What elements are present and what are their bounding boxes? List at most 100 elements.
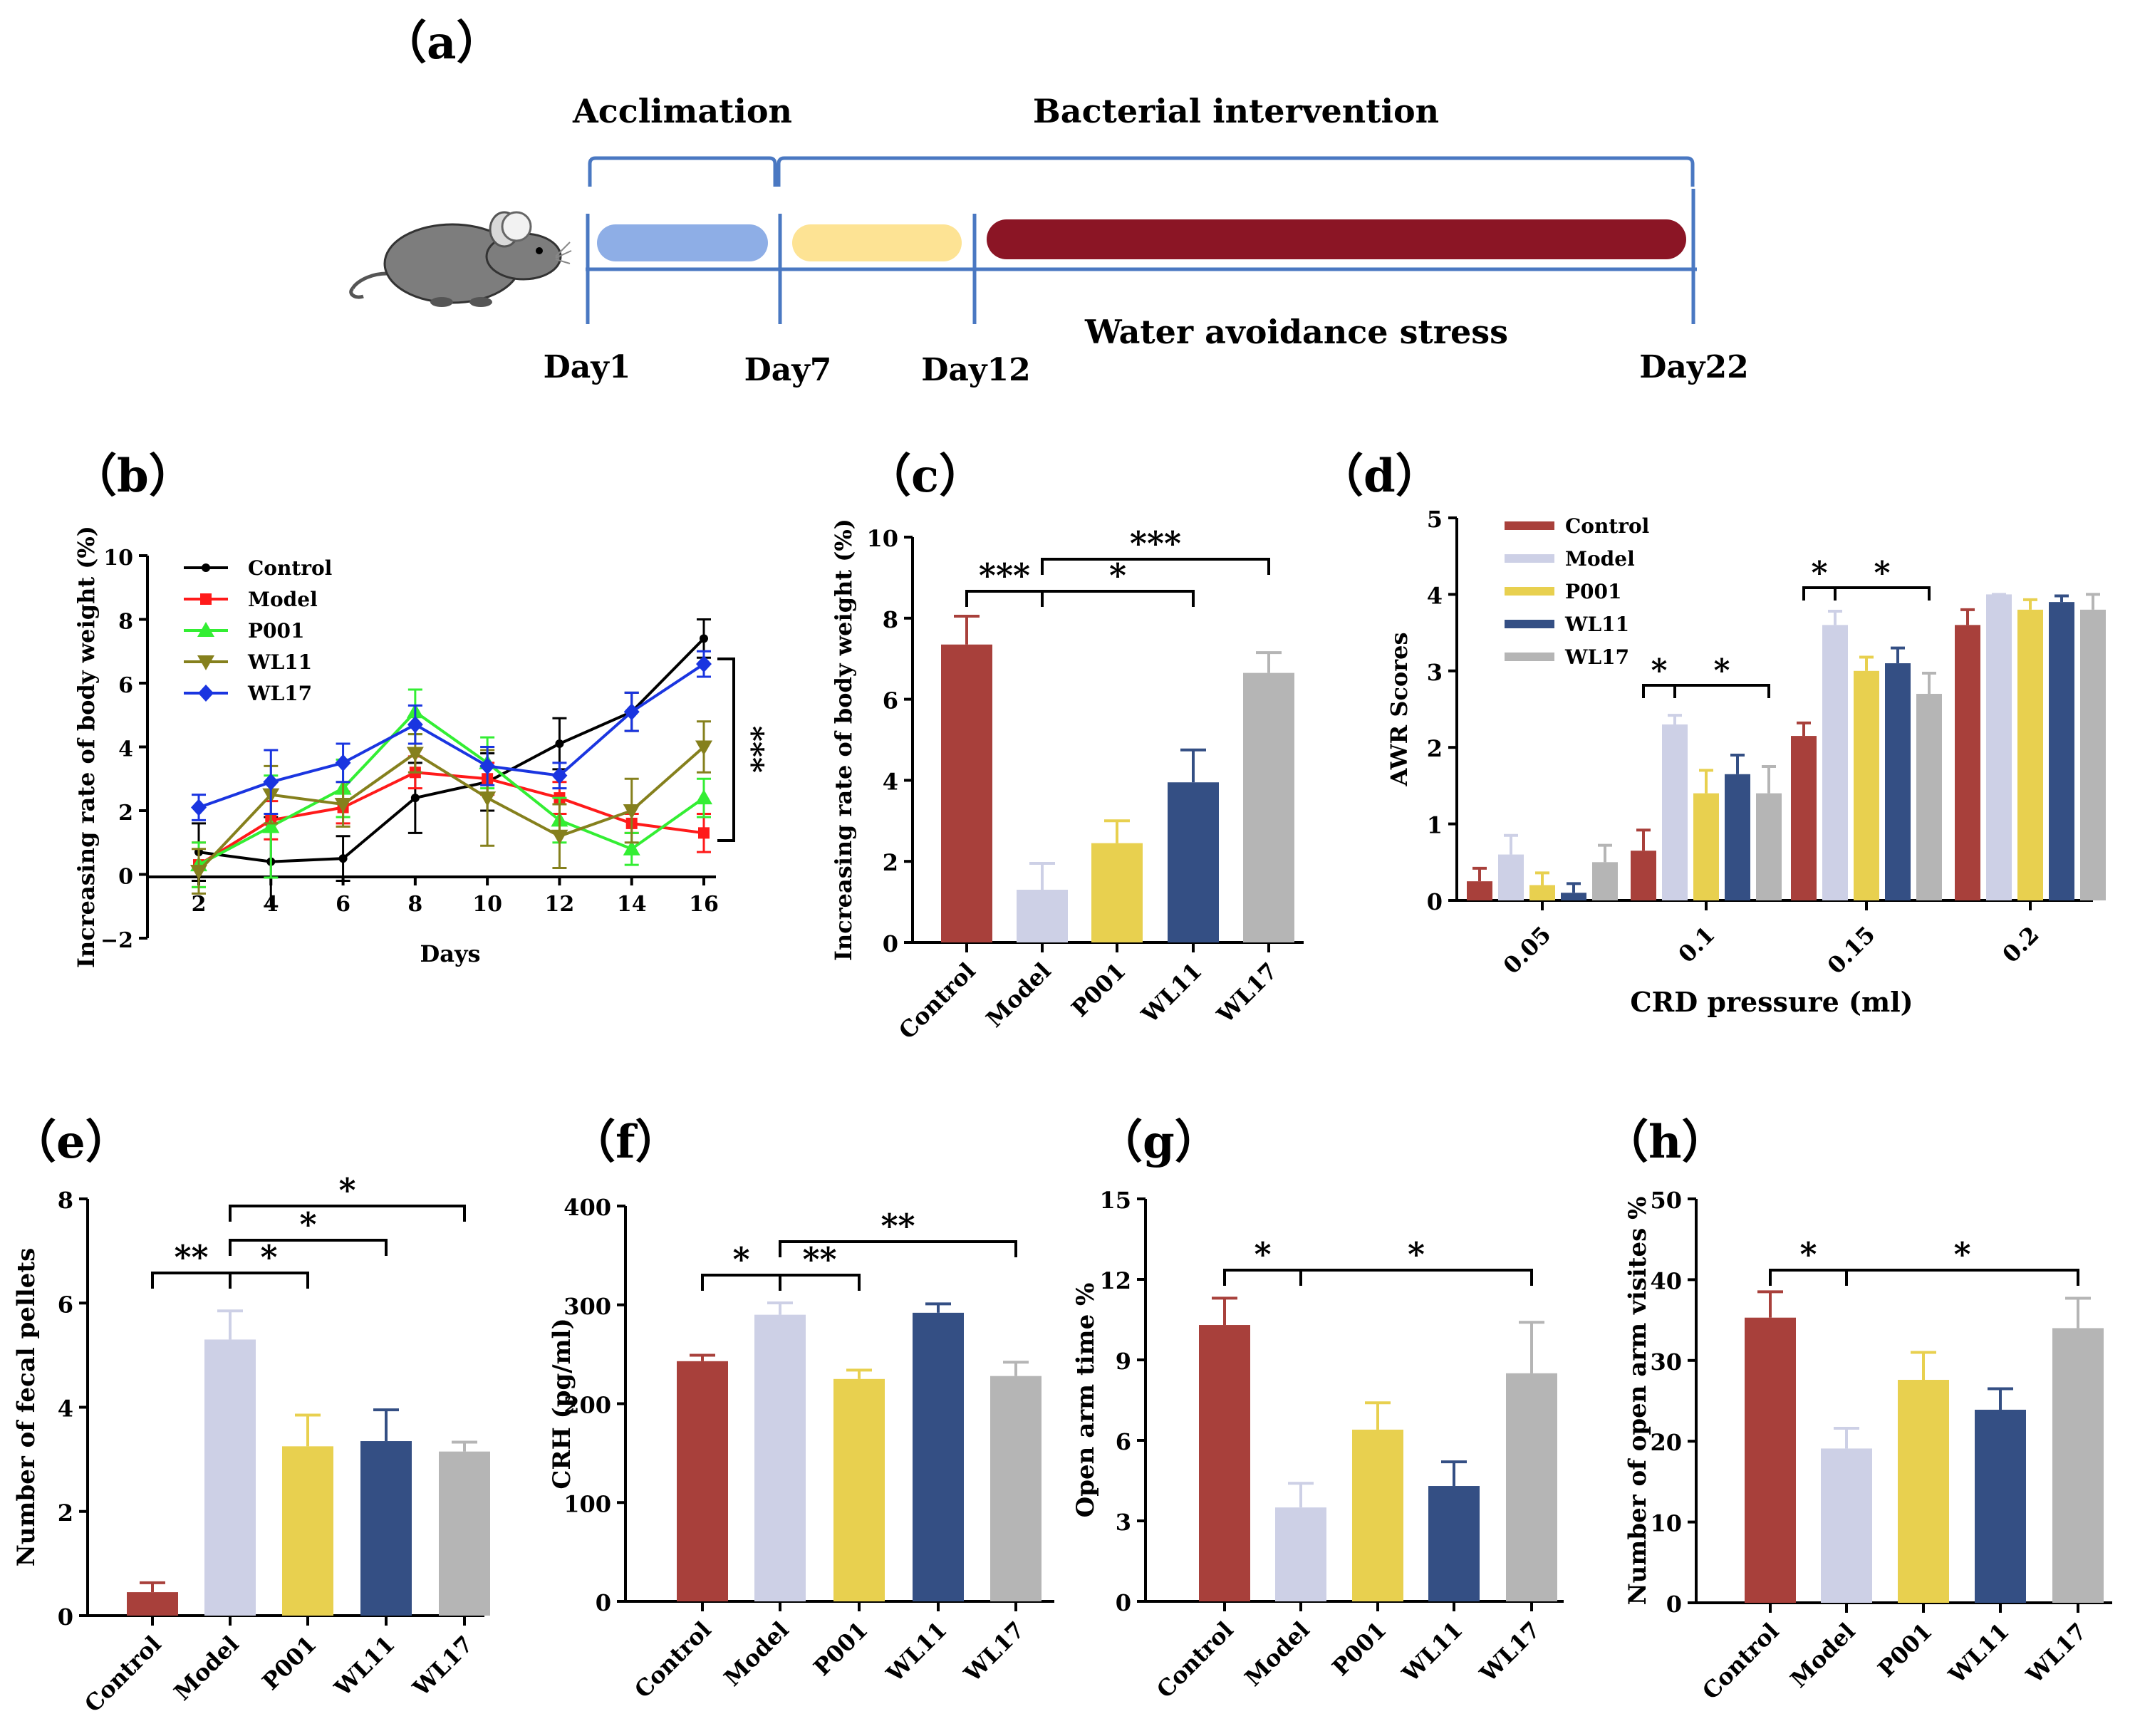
x-category-label: Model [719, 1616, 794, 1692]
data-point [700, 634, 708, 643]
stress-label: Water avoidance stress [1084, 313, 1508, 351]
bar-control [1955, 625, 1980, 900]
y-tick-label: 6 [118, 673, 133, 698]
y-tick-label: 4 [58, 1395, 73, 1423]
data-point [696, 655, 712, 673]
legend-label: WL11 [247, 650, 312, 674]
bar-wl17 [1506, 1373, 1557, 1601]
y-tick-label: 40 [1650, 1267, 1682, 1294]
bar-p001 [1854, 670, 1879, 900]
legend-swatch [1505, 521, 1554, 530]
x-category-label: Model [1240, 1616, 1315, 1692]
legend-label: Model [248, 588, 318, 611]
x-axis-title: CRD pressure (ml) [1630, 986, 1913, 1018]
data-point [623, 804, 640, 819]
y-tick-label: 10 [103, 546, 133, 571]
data-point [198, 685, 214, 702]
series-line [198, 637, 705, 863]
significance-bracket [717, 658, 735, 842]
x-tick-label: 16 [689, 892, 719, 917]
significance-label: ** [881, 1207, 915, 1245]
x-tick-label: 2 [192, 892, 207, 917]
bar-wl17 [439, 1451, 490, 1616]
day-label-12: Day12 [921, 352, 1030, 388]
bar-wl11 [1168, 782, 1219, 942]
data-point [197, 655, 214, 670]
significance-bracket [1299, 1269, 1533, 1286]
y-tick-label: 1 [1427, 812, 1443, 839]
legend-label: Control [1565, 514, 1649, 538]
y-tick-label: 10 [1650, 1510, 1682, 1537]
x-category-label: WL17 [1211, 957, 1282, 1029]
data-point [695, 740, 712, 756]
x-category-label: P001 [257, 1631, 322, 1695]
mouse-illustration [349, 211, 572, 307]
legend-swatch [1505, 587, 1554, 596]
significance-label: * [299, 1205, 316, 1244]
chart-e-fecal-pellets: 0 2 4 6 8 Number of fecal pellets Control Model… [12, 1171, 490, 1717]
stress-phase-bar [987, 219, 1686, 259]
series-wl11 [190, 720, 712, 895]
legend-swatch [1505, 620, 1554, 628]
y-tick-label: 6 [58, 1291, 73, 1318]
y-tick-label: 200 [563, 1392, 611, 1419]
bar-control [677, 1361, 728, 1601]
significance-bracket [1834, 586, 1931, 601]
data-point [190, 865, 207, 880]
bar-model [1275, 1507, 1326, 1601]
series-line [198, 662, 705, 809]
data-point [623, 840, 640, 856]
bar-p001 [282, 1446, 333, 1616]
series-wl17 [191, 650, 712, 821]
y-tick-label: 15 [1099, 1187, 1131, 1214]
data-point [479, 791, 497, 807]
significance-bracket [229, 1205, 466, 1222]
panel-h-label: （h） [1603, 1116, 1728, 1169]
y-tick-label: 2 [883, 849, 898, 876]
data-point [623, 703, 640, 721]
y-tick-label: 0 [1116, 1589, 1131, 1616]
x-category-label: Model [1785, 1618, 1861, 1693]
legend-label: WL17 [247, 682, 312, 705]
bar-model [1017, 890, 1068, 942]
y-tick-label: 2 [118, 801, 133, 826]
x-category-label: WL11 [1396, 1616, 1468, 1688]
significance-bracket [229, 1239, 388, 1256]
y-tick-label: 5 [1427, 506, 1443, 533]
bar-model [1498, 854, 1524, 900]
panel-b-label: （b） [71, 449, 194, 503]
y-tick-label: 4 [883, 768, 898, 795]
data-point [262, 818, 280, 833]
data-point [406, 747, 424, 762]
y-tick-label: 0 [118, 865, 133, 890]
phase-acclimation-label: Acclimation [572, 92, 792, 130]
panel-a-label: （a） [381, 16, 502, 70]
x-category-label: P001 [1873, 1618, 1938, 1683]
x-category-label: WL11 [328, 1631, 400, 1702]
series-line [197, 746, 705, 873]
panel-e-label: （e） [11, 1116, 131, 1169]
bar-wl11 [360, 1441, 412, 1616]
data-point [335, 754, 351, 771]
significance-bracket [229, 1272, 309, 1289]
chart-d-awr-scores: 0 1 2 3 4 5 AWR Scores 0.05 0.1 0.15 0.2 CRD pressu… [1386, 506, 2106, 1018]
bar-wl11 [1725, 774, 1750, 900]
x-category-label: Model [169, 1631, 244, 1706]
bar-p001 [1529, 885, 1555, 900]
bar-wl17 [2080, 609, 2106, 900]
x-tick-label: 6 [336, 892, 350, 917]
day-label-7: Day7 [744, 352, 832, 388]
y-tick-label: 3 [1116, 1509, 1131, 1536]
y-tick-label: 2 [58, 1499, 73, 1527]
bar-model [1662, 724, 1688, 900]
bar-wl17 [1756, 793, 1782, 900]
phase-bacterial-label: Bacterial intervention [1033, 92, 1439, 130]
significance-label: * [1953, 1235, 1970, 1274]
x-axis-title: Days [420, 940, 480, 967]
data-point [698, 827, 710, 839]
acclimation-phase-bar [597, 224, 768, 261]
y-tick-label: 4 [1427, 582, 1443, 609]
